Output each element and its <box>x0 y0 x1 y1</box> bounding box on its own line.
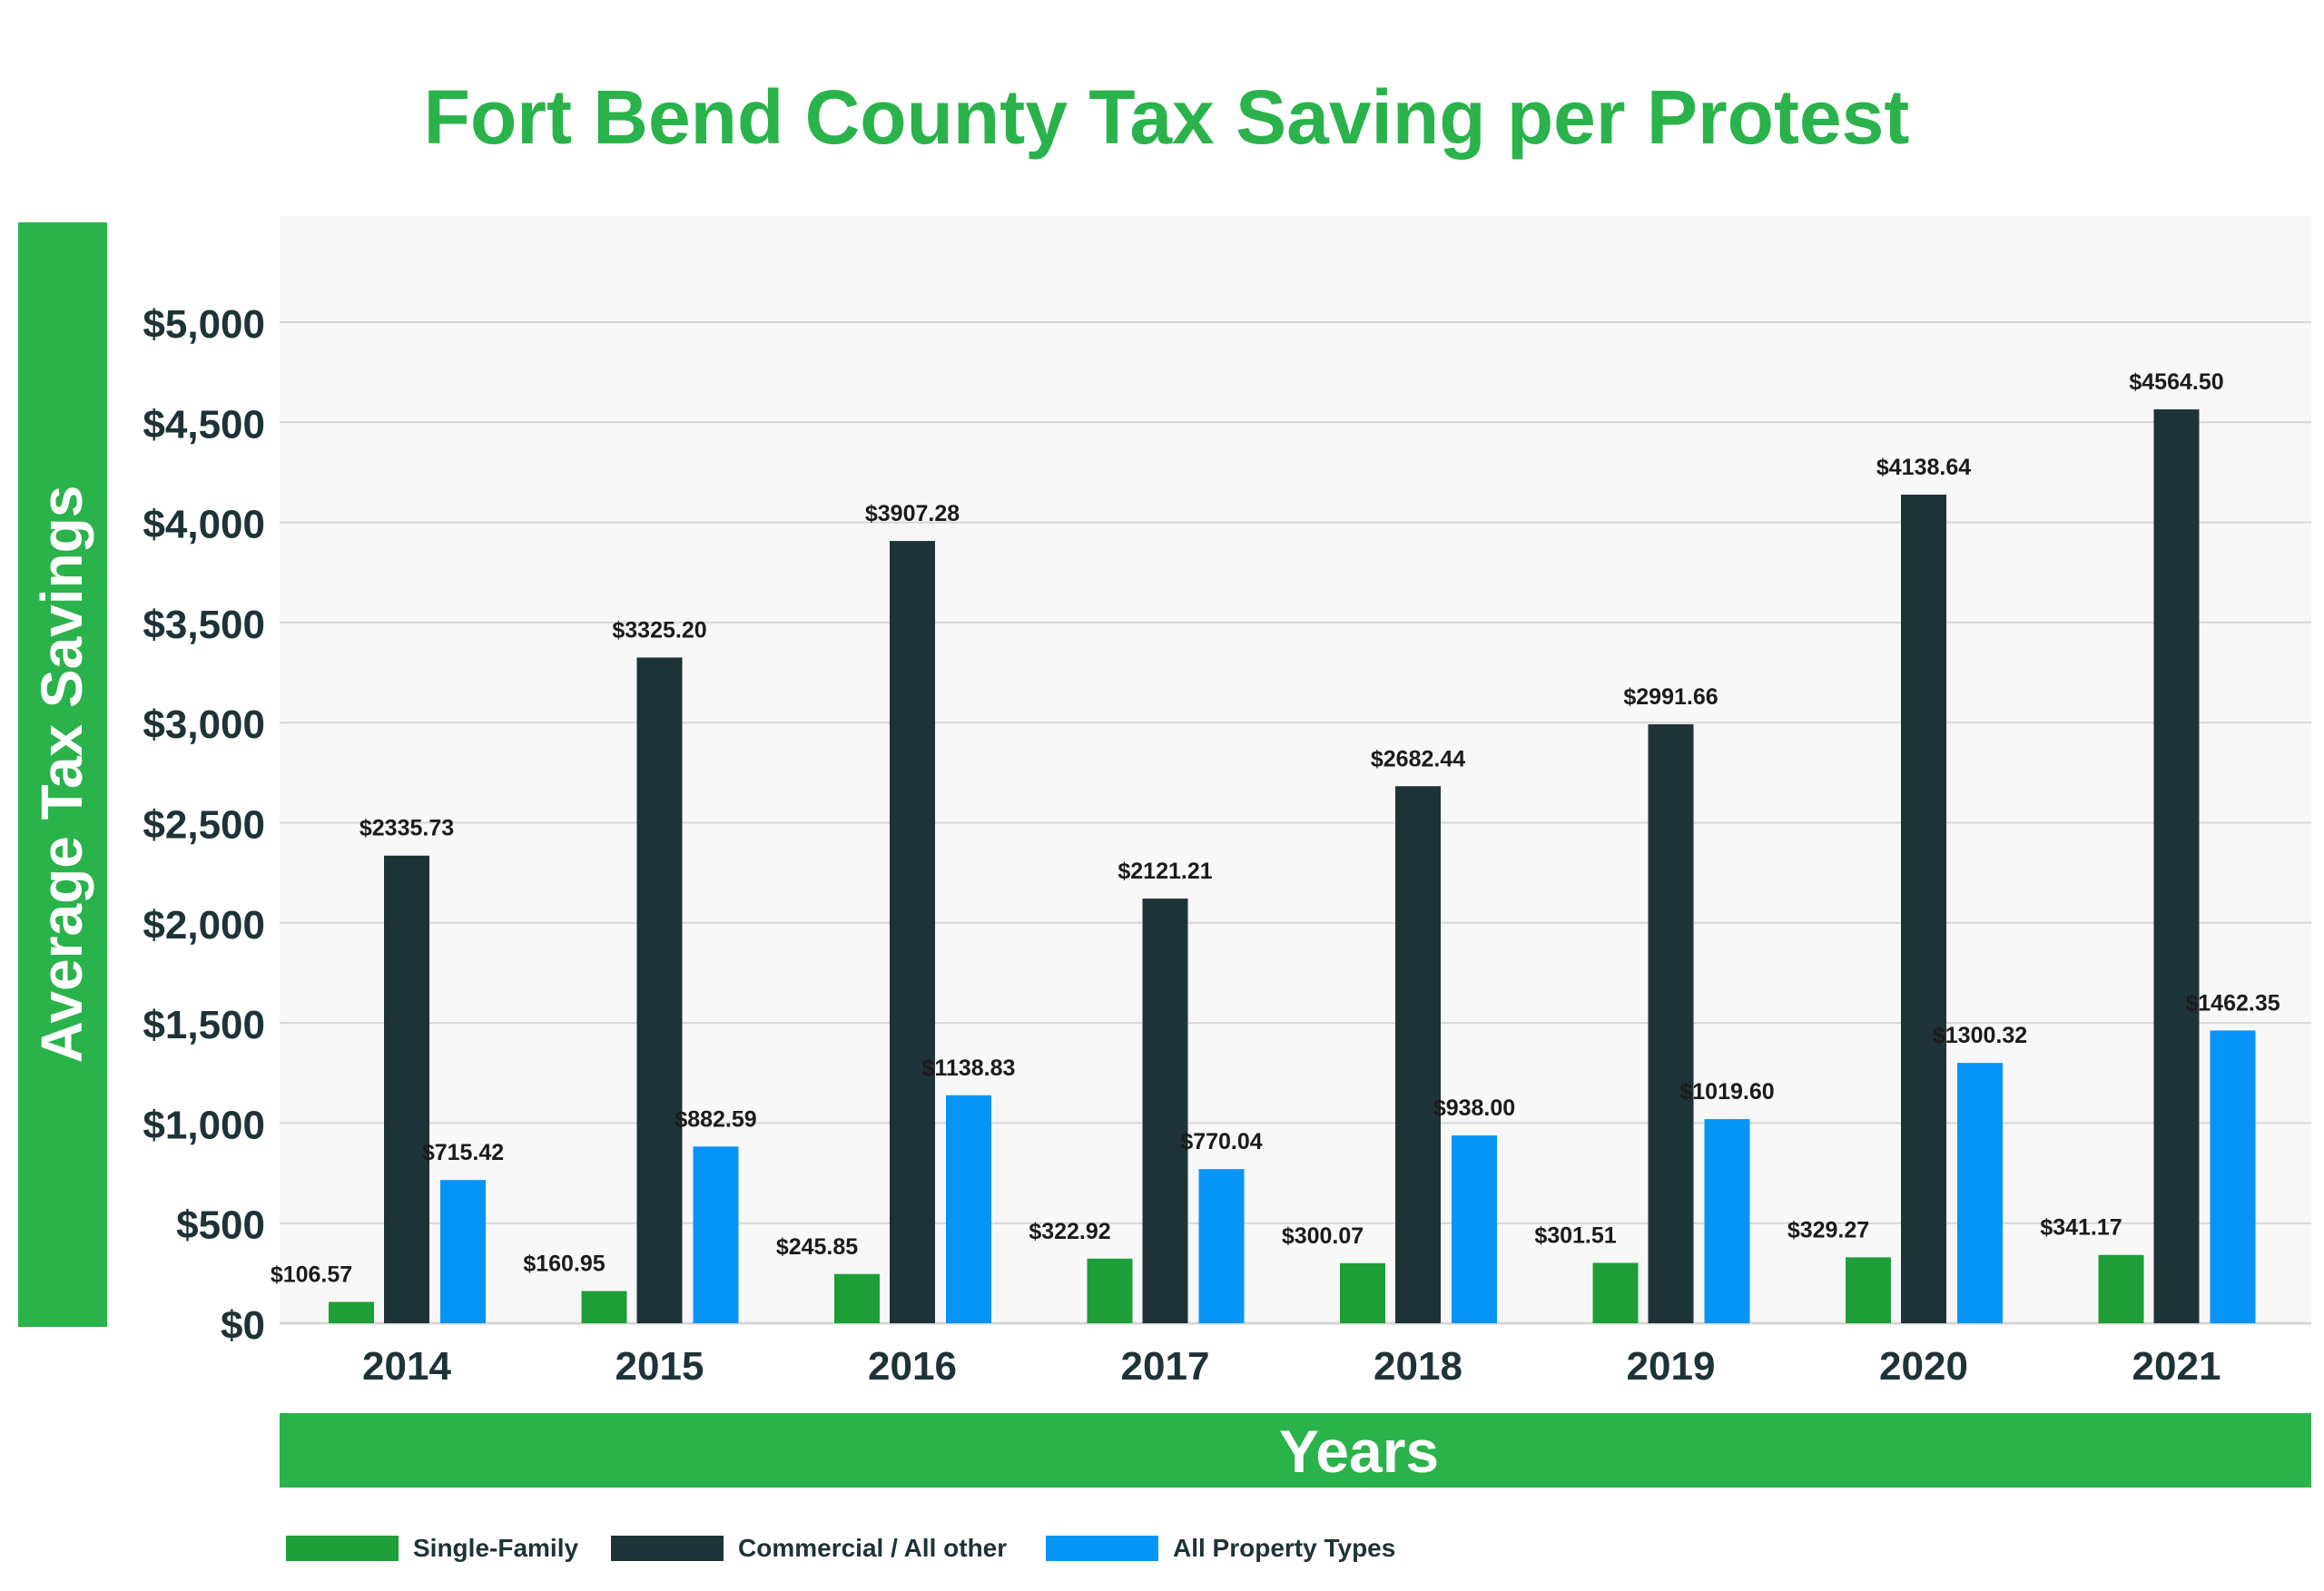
x-axis-ticks: 2014 2015 2016 2017 2018 2019 2020 2021 <box>362 1344 2221 1389</box>
y-tick-label: $1,000 <box>143 1103 265 1147</box>
data-label: $770.04 <box>1180 1129 1262 1154</box>
bar-commercial <box>2153 409 2200 1323</box>
bar-commercial <box>890 541 935 1323</box>
data-label: $300.07 <box>1282 1223 1364 1249</box>
data-label: $3325.20 <box>612 617 706 643</box>
bar-commercial <box>636 657 683 1323</box>
legend-label: Commercial / All other <box>738 1534 1007 1562</box>
data-label: $4564.50 <box>2129 369 2223 395</box>
y-tick-label: $2,000 <box>143 903 265 948</box>
data-label: $2121.21 <box>1118 859 1212 884</box>
x-tick-label: 2020 <box>1879 1344 1968 1389</box>
y-tick-label: $2,500 <box>143 803 265 848</box>
data-label: $4138.64 <box>1876 455 1971 480</box>
data-label: $3907.28 <box>865 501 960 526</box>
x-axis-label-banner <box>280 1413 2311 1488</box>
y-tick-label: $4,500 <box>143 402 265 447</box>
bar-single-family <box>329 1301 374 1323</box>
data-label: $341.17 <box>2040 1215 2122 1241</box>
data-label: $329.27 <box>1787 1217 1869 1242</box>
x-tick-label: 2018 <box>1374 1344 1462 1389</box>
plot-area <box>280 216 2311 1323</box>
bar-commercial <box>1142 899 1188 1323</box>
legend-item-commercial: Commercial / All other <box>611 1534 1007 1562</box>
bar-all-property <box>440 1180 486 1323</box>
legend-item-single-family: Single-Family <box>286 1534 578 1562</box>
y-tick-label: $0 <box>221 1303 265 1348</box>
bar-commercial <box>384 855 429 1323</box>
bar-all-property <box>2210 1030 2256 1323</box>
x-tick-label: 2021 <box>2132 1344 2221 1389</box>
x-tick-label: 2015 <box>615 1344 704 1389</box>
data-label: $160.95 <box>523 1251 605 1276</box>
bar-commercial <box>1901 495 1946 1323</box>
data-label: $715.42 <box>422 1140 504 1165</box>
bar-all-property <box>693 1146 739 1323</box>
x-axis-label: Years <box>1279 1418 1439 1485</box>
x-tick-label: 2014 <box>362 1344 451 1389</box>
data-label: $2991.66 <box>1623 684 1718 710</box>
bars <box>329 409 2256 1323</box>
legend-label: All Property Types <box>1173 1534 1395 1562</box>
y-tick-label: $5,000 <box>143 302 265 347</box>
data-label: $106.57 <box>271 1262 352 1287</box>
bar-all-property <box>1957 1063 2003 1323</box>
data-labels: $106.57 $2335.73 $715.42 $160.95 $3325.20 $88… <box>271 369 2280 1287</box>
legend: Single-Family Commercial / All other All P… <box>286 1534 1395 1562</box>
bar-single-family <box>1592 1262 1639 1323</box>
bar-single-family <box>834 1273 880 1323</box>
x-tick-label: 2019 <box>1627 1344 1716 1389</box>
grid-lines <box>280 321 2311 1325</box>
bar-all-property <box>946 1095 991 1323</box>
y-axis-ticks: $0 $500 $1,000 $1,500 $2,000 $2,500 $3,000 $3,5… <box>143 302 265 1348</box>
data-label: $1138.83 <box>922 1056 1016 1081</box>
bar-all-property <box>1198 1169 1245 1323</box>
y-tick-label: $500 <box>176 1203 265 1248</box>
data-label: $2335.73 <box>359 816 454 841</box>
x-tick-label: 2017 <box>1121 1344 1210 1389</box>
y-tick-label: $3,000 <box>143 702 265 747</box>
bar-single-family <box>581 1291 627 1323</box>
data-label: $245.85 <box>776 1234 858 1260</box>
y-tick-label: $3,500 <box>143 603 265 647</box>
data-label: $1462.35 <box>2185 990 2280 1016</box>
y-axis-label: Average Tax Savings <box>29 486 94 1064</box>
bar-single-family <box>2098 1254 2144 1323</box>
data-label: $301.51 <box>1534 1223 1616 1248</box>
bar-single-family <box>1846 1257 1891 1323</box>
bar-commercial <box>1395 786 1441 1323</box>
legend-swatch <box>611 1536 724 1561</box>
legend-label: Single-Family <box>413 1534 578 1562</box>
y-tick-label: $4,000 <box>143 503 265 547</box>
legend-swatch <box>1046 1536 1158 1561</box>
data-label: $882.59 <box>675 1106 756 1132</box>
bar-commercial <box>1648 724 1694 1323</box>
bar-all-property <box>1704 1119 1750 1323</box>
bar-single-family <box>1340 1262 1385 1323</box>
bar-all-property <box>1452 1135 1497 1323</box>
data-label: $938.00 <box>1433 1095 1515 1121</box>
bar-single-family <box>1087 1258 1133 1323</box>
x-tick-label: 2016 <box>868 1344 957 1389</box>
legend-item-all-property: All Property Types <box>1046 1534 1395 1562</box>
data-label: $1300.32 <box>1933 1023 2027 1048</box>
data-label: $322.92 <box>1029 1219 1110 1244</box>
data-label: $1019.60 <box>1679 1079 1774 1105</box>
y-tick-label: $1,500 <box>143 1003 265 1047</box>
y-axis-label-banner <box>18 222 107 1327</box>
legend-swatch <box>286 1536 399 1561</box>
data-label: $2682.44 <box>1371 746 1465 771</box>
chart-title: Fort Bend County Tax Saving per Protest <box>424 74 1910 160</box>
